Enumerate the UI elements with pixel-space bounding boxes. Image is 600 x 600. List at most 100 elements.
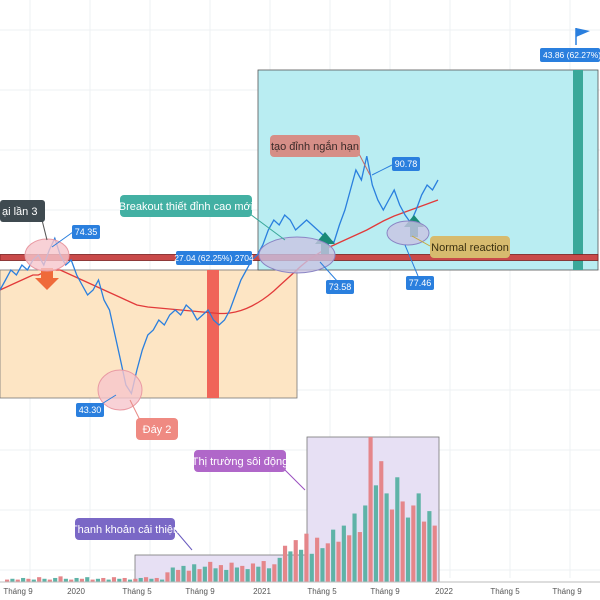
measure-2-label: 43.86 (62.27%) 4 (543, 50, 600, 60)
volume-bar (432, 525, 437, 582)
down-arrow-icon (35, 268, 59, 290)
volume-bar (282, 545, 288, 582)
volume-bar (133, 578, 138, 582)
volume-bar (288, 551, 293, 582)
price-line (0, 155, 439, 396)
volume-bar (213, 568, 218, 582)
x-tick-label: 2020 (67, 587, 85, 596)
volume-bar (26, 578, 31, 582)
low-label-box (76, 403, 104, 417)
liquidity-note: Thanh khoản cải thiện (71, 524, 179, 536)
volume-bar (416, 493, 421, 582)
reaction-note-box (430, 236, 510, 258)
volume-bar (21, 577, 26, 582)
volume-bar (400, 501, 405, 582)
reaction-connector (411, 235, 431, 247)
peak-note-box (0, 200, 45, 222)
volume-bar (15, 579, 20, 582)
volume-bar (106, 579, 111, 582)
measure-1-box (176, 251, 252, 265)
volume-bar (101, 577, 106, 582)
volume-bar (266, 568, 272, 582)
pullback-label-box (326, 280, 354, 294)
volume-bar (250, 563, 256, 582)
volume-bar (341, 525, 346, 582)
volume-bar (117, 578, 122, 582)
volume-bar (138, 577, 143, 582)
x-tick-label: 2022 (435, 587, 453, 596)
volume-bar (42, 578, 47, 582)
volume-bar (293, 540, 298, 582)
volume-bar (357, 532, 362, 582)
volume-bar (85, 577, 90, 582)
low-label: 43.30 (79, 405, 102, 415)
liquidity-connector (174, 529, 193, 551)
volume-bar (240, 565, 245, 582)
reaction-low-connector (404, 244, 419, 277)
volume-bar (427, 511, 432, 582)
high-label-connector (371, 164, 393, 176)
volume-bar (5, 579, 10, 582)
volume-bar (111, 577, 117, 582)
volume-bar (31, 579, 36, 582)
breakout-highlight (258, 236, 336, 274)
volume-bar (90, 579, 95, 582)
x-tick-label: Tháng 5 (122, 587, 152, 596)
measure-1-label: 27.04 (62.25%) 2704 (174, 253, 254, 263)
volume-bar (368, 437, 373, 582)
volume-bar (37, 577, 42, 582)
volume-bar (421, 521, 427, 582)
volume-bar (79, 578, 84, 582)
bottom-note: Đáy 2 (143, 424, 172, 436)
volume-bar (53, 577, 58, 582)
pullback-label: 73.58 (329, 282, 352, 292)
volume-bar (309, 553, 314, 582)
x-tick-label: Tháng 9 (552, 587, 582, 596)
volume-bar (58, 576, 63, 582)
volume-bar (234, 567, 240, 582)
annotations: ại lần 3 Breakout thiết đỉnh cao mới tạo… (0, 28, 600, 551)
x-tick-label: 2021 (253, 587, 271, 596)
volume-bar (256, 566, 261, 582)
x-tick-label: Tháng 5 (307, 587, 337, 596)
market-connector (284, 469, 306, 491)
x-axis: Tháng 9 2020 Tháng 5 Tháng 9 2021 Tháng 5 Thán… (0, 581, 600, 596)
market-note: Thị trường sôi động (192, 456, 289, 468)
volume-bar (315, 537, 320, 582)
volume-bar (336, 541, 341, 582)
volume-bar (69, 579, 74, 582)
breakout-marker-bar (207, 270, 219, 398)
reaction-note: Normal reaction (431, 242, 509, 254)
x-tick-label: Tháng 9 (370, 587, 400, 596)
volume-bar (127, 579, 133, 582)
volume-bar (363, 505, 368, 582)
volume-bar (165, 572, 170, 582)
volume-bar (395, 477, 400, 582)
x-tick-label: Tháng 9 (185, 587, 215, 596)
high-label-box (392, 157, 420, 171)
volume-bar (197, 569, 202, 582)
volume-bar (160, 579, 165, 582)
volume-bar (379, 461, 384, 582)
volume-bar (352, 513, 357, 582)
volume-bar (405, 517, 411, 582)
reaction-low-label-box (406, 276, 434, 290)
volume-bar (176, 569, 181, 582)
market-note-box (194, 450, 286, 472)
measure-2-box (540, 48, 600, 62)
volume-bar (122, 577, 127, 582)
volume-bar (299, 549, 304, 582)
peak-note: ại lần 3 (2, 206, 37, 218)
peak-label: 74.35 (75, 227, 98, 237)
peak-label-connector (51, 231, 74, 248)
pullback-connector (319, 261, 339, 283)
volume-bar (245, 569, 250, 582)
high-label: 90.78 (395, 159, 418, 169)
volume-bar (95, 578, 101, 582)
breakout-connector (249, 213, 286, 241)
volume-bar (411, 505, 416, 582)
volume-bar (229, 562, 234, 582)
volume-bar (261, 561, 266, 582)
moving-average-line (0, 199, 439, 315)
volume-bars (5, 437, 437, 582)
